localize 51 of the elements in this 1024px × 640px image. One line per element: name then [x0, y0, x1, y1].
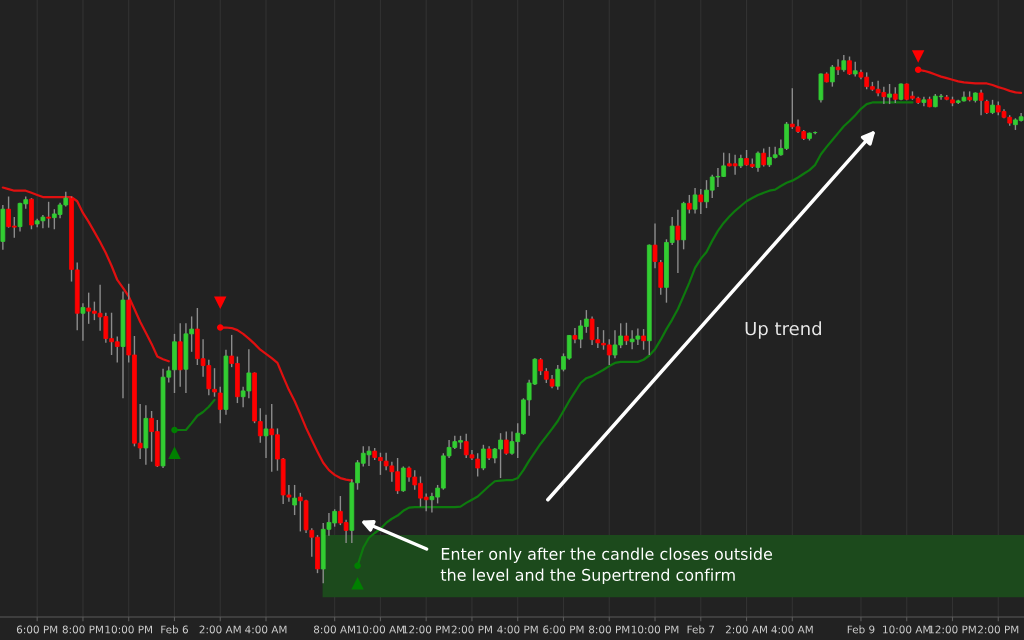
point	[351, 576, 364, 590]
point	[214, 296, 227, 309]
annotation: Enter only after the candle closes outside the level and the Supertrend confirm	[440, 547, 773, 584]
x-tick-label: 2:00 PM	[978, 625, 1019, 634]
x-tick-label: 8:00 AM	[313, 625, 356, 634]
candlestick	[675, 209, 681, 274]
x-tick-label: 10:00 AM	[356, 625, 405, 634]
x-tick-label: 4:00 AM	[771, 625, 813, 634]
x-tick-label: 8:00 PM	[62, 625, 103, 634]
x-tick-label: 12:00 PM	[403, 625, 450, 634]
x-tick-label: 6:00 PM	[543, 625, 584, 634]
x-tick-label: 6:00 PM	[16, 625, 58, 634]
candlestick	[641, 328, 646, 351]
x-tick-label: 10:00 AM	[883, 625, 931, 634]
candlestick	[80, 302, 86, 342]
candlestick	[503, 430, 509, 456]
candlestick	[755, 150, 761, 173]
candlestick	[692, 187, 698, 215]
candlestick	[829, 64, 835, 88]
candlestick	[292, 484, 297, 516]
point	[911, 50, 925, 63]
x-tick-label: 2:00 PM	[451, 625, 492, 634]
x-tick-label: 4:00 AM	[245, 625, 287, 634]
point	[216, 324, 224, 331]
candlestick	[835, 58, 841, 76]
candlestick	[887, 83, 892, 105]
point	[171, 426, 178, 434]
candlestick	[572, 327, 578, 345]
x-tick-label: Feb 6	[161, 625, 189, 634]
candlestick	[481, 444, 486, 471]
point	[914, 66, 922, 73]
annotation: Up trend	[745, 321, 821, 339]
x-tick-label: 12:00 PM	[929, 625, 976, 634]
candlestick	[698, 188, 704, 215]
point	[354, 562, 361, 570]
x-tick-label: 4:00 PM	[497, 625, 538, 634]
candlestick	[46, 201, 51, 229]
candlestick	[400, 465, 406, 493]
x-tick-label: Feb 9	[847, 625, 875, 634]
x-tick-label: 2:00 AM	[725, 625, 767, 634]
candlestick	[652, 222, 658, 270]
candlestick	[624, 322, 629, 346]
point	[168, 446, 181, 459]
x-tick-label: 2:00 AM	[199, 625, 241, 634]
x-tick-label: 10:00 PM	[631, 625, 679, 634]
x-tick-label: Feb 7	[687, 625, 715, 634]
candlestick	[978, 89, 984, 116]
candlestick	[263, 413, 269, 459]
candlestick	[686, 194, 692, 215]
x-tick-label: 8:00 PM	[588, 625, 630, 634]
x-tick-label: 10:00 PM	[105, 625, 152, 634]
